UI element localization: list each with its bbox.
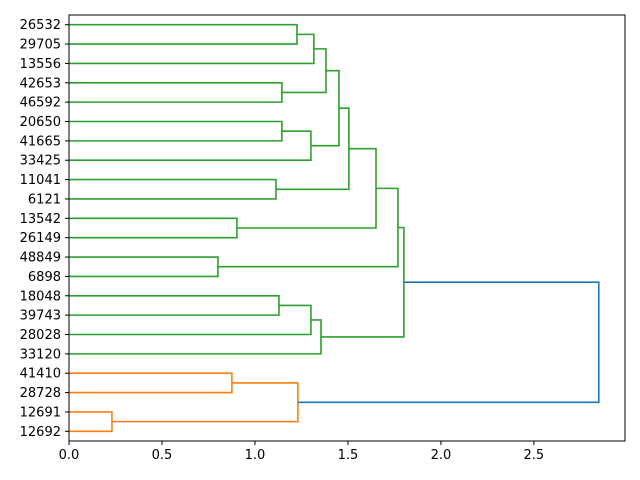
leaf-label: 28028 (20, 328, 61, 343)
leaf-label: 39743 (20, 309, 61, 324)
dendrogram-link (69, 178, 277, 200)
dendrogram-link (69, 256, 219, 278)
x-tick-label: 2.5 (524, 448, 545, 463)
dendrogram-link (281, 48, 327, 94)
x-tick-label: 1.0 (245, 448, 266, 463)
leaf-label: 26532 (20, 18, 61, 33)
leaf-label: 41410 (20, 367, 61, 382)
leaf-labels: 26532 29705 13556 42653 46592 20650 41665 33425… (20, 18, 69, 440)
leaf-label: 33120 (20, 347, 61, 362)
dendrogram-link (69, 319, 322, 355)
leaf-label: 46592 (20, 96, 61, 111)
dendrogram-link (275, 107, 350, 191)
leaf-label: 12691 (20, 405, 61, 420)
leaf-label: 6121 (28, 192, 61, 207)
dendrogram-link (69, 81, 283, 103)
leaf-label: 20650 (20, 115, 61, 130)
leaf-label: 41665 (20, 134, 61, 149)
leaf-label: 28728 (20, 386, 61, 401)
dendrogram-link (69, 304, 312, 336)
leaf-label: 26149 (20, 231, 61, 246)
plot-frame (68, 14, 626, 442)
leaf-label: 11041 (20, 173, 61, 188)
dendrogram-link (69, 33, 315, 65)
x-tick-label: 0.0 (59, 448, 80, 463)
leaf-label: 18048 (20, 289, 61, 304)
leaf-label: 48849 (20, 251, 61, 266)
x-axis: 0.0 0.5 1.0 1.5 2.0 2.5 (59, 441, 545, 463)
dendrogram-link (69, 372, 233, 394)
leaf-label: 29705 (20, 38, 61, 53)
dendrogram-link (69, 130, 312, 162)
leaf-label: 33425 (20, 154, 61, 169)
x-tick-label: 0.5 (152, 448, 173, 463)
dendrogram-link (297, 281, 600, 404)
dendrogram-link (69, 294, 280, 316)
dendrogram-links (69, 23, 600, 433)
x-tick-label: 1.5 (338, 448, 359, 463)
dendrogram-link (217, 187, 399, 268)
dendrogram-link (310, 69, 340, 147)
dendrogram-link (320, 226, 405, 338)
leaf-label: 42653 (20, 76, 61, 91)
dendrogram-link (69, 217, 238, 239)
dendrogram-link (111, 382, 299, 423)
x-tick-label: 2.0 (431, 448, 452, 463)
leaf-label: 12692 (20, 425, 61, 440)
leaf-label: 13542 (20, 212, 61, 227)
dendrogram-link (69, 411, 113, 433)
leaf-label: 6898 (28, 270, 61, 285)
dendrogram-link (69, 120, 283, 142)
leaf-label: 13556 (20, 57, 61, 72)
dendrogram-link (69, 23, 298, 45)
